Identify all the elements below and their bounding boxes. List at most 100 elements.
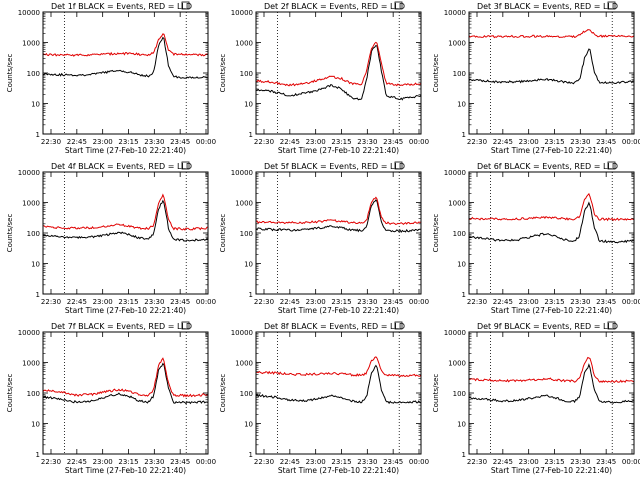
chart-title: Det 6f BLACK = Events, RED = LLD xyxy=(477,162,618,171)
plot-frame xyxy=(255,11,422,135)
y-tick-label: 10000 xyxy=(231,9,253,17)
y-tick-label: 10000 xyxy=(444,329,466,337)
x-tick-label: 22:45 xyxy=(493,298,513,306)
legend-box xyxy=(181,1,190,10)
events-series-line xyxy=(42,199,209,242)
y-tick-label: 100 xyxy=(240,230,253,238)
y-axis-label: Counts/sec xyxy=(219,374,227,413)
x-tick-label: 00:00 xyxy=(409,298,429,306)
x-tick-label: 23:00 xyxy=(93,138,113,146)
chart-title: Det 5f BLACK = Events, RED = LLD xyxy=(264,162,405,171)
x-tick-label: 23:45 xyxy=(596,298,616,306)
lld-series-line xyxy=(468,29,635,39)
x-tick-label: 23:00 xyxy=(519,458,539,466)
x-tick-label: 22:45 xyxy=(280,298,300,306)
x-tick-label: 23:45 xyxy=(596,458,616,466)
x-tick-label: 22:45 xyxy=(493,458,513,466)
events-series-line xyxy=(255,364,422,405)
x-tick-label: 23:30 xyxy=(144,138,164,146)
y-tick-label: 100 xyxy=(27,390,40,398)
x-tick-label: 22:30 xyxy=(41,138,61,146)
y-tick-label: 1000 xyxy=(235,40,253,48)
legend-box xyxy=(607,1,616,10)
x-tick-label: 23:30 xyxy=(357,138,377,146)
x-axis-label: Start Time (27-Feb-10 22:21:40) xyxy=(65,466,186,475)
chart-panel-4: Det 4f BLACK = Events, RED = LLD 1 10 100 10… xyxy=(6,161,216,315)
x-tick-label: 00:00 xyxy=(196,458,216,466)
x-tick-label: 23:30 xyxy=(570,298,590,306)
x-tick-label: 22:45 xyxy=(67,298,87,306)
y-tick-label: 100 xyxy=(240,390,253,398)
x-tick-label: 23:30 xyxy=(357,458,377,466)
x-tick-label: 23:45 xyxy=(383,298,403,306)
x-tick-label: 23:00 xyxy=(93,298,113,306)
y-tick-label: 1 xyxy=(36,451,40,459)
events-series-line xyxy=(468,48,635,85)
y-tick-label: 10000 xyxy=(231,329,253,337)
x-tick-label: 00:00 xyxy=(409,458,429,466)
legend-box xyxy=(181,321,190,330)
y-tick-label: 10000 xyxy=(18,169,40,177)
events-series-line xyxy=(255,199,421,234)
legend-box xyxy=(394,1,403,10)
x-tick-label: 23:45 xyxy=(170,458,190,466)
x-tick-label: 23:15 xyxy=(118,138,138,146)
plot-frame xyxy=(468,11,635,135)
events-series-line xyxy=(468,201,635,244)
legend-box xyxy=(607,321,616,330)
chart-title: Det 1f BLACK = Events, RED = LLD xyxy=(51,2,192,11)
lld-series-line xyxy=(468,356,635,384)
legend-box xyxy=(394,321,403,330)
y-tick-label: 10 xyxy=(244,261,253,269)
x-axis-label: Start Time (27-Feb-10 22:21:40) xyxy=(278,306,399,315)
y-tick-label: 1000 xyxy=(448,40,466,48)
x-tick-label: 23:45 xyxy=(596,138,616,146)
x-axis-label: Start Time (27-Feb-10 22:21:40) xyxy=(491,306,612,315)
x-axis-label: Start Time (27-Feb-10 22:21:40) xyxy=(491,146,612,155)
x-tick-label: 23:00 xyxy=(519,138,539,146)
x-tick-label: 22:30 xyxy=(254,138,274,146)
x-tick-label: 23:30 xyxy=(144,298,164,306)
chart-panel-9: Det 9f BLACK = Events, RED = LLD 1 10 100 10… xyxy=(432,321,640,475)
lld-series-line xyxy=(42,357,209,398)
y-tick-label: 1000 xyxy=(235,360,253,368)
x-tick-label: 22:30 xyxy=(467,458,487,466)
y-tick-label: 1 xyxy=(249,451,253,459)
chart-title: Det 3f BLACK = Events, RED = LLD xyxy=(477,2,618,11)
chart-panel-7: Det 7f BLACK = Events, RED = LLD 1 10 100 10… xyxy=(6,321,216,475)
y-tick-label: 100 xyxy=(27,70,40,78)
y-tick-label: 10 xyxy=(244,101,253,109)
y-tick-label: 10 xyxy=(31,101,40,109)
y-tick-label: 100 xyxy=(27,230,40,238)
y-axis-label: Counts/sec xyxy=(432,54,440,93)
lld-series-line xyxy=(255,356,422,378)
x-tick-label: 22:45 xyxy=(280,458,300,466)
y-axis-label: Counts/sec xyxy=(6,54,14,93)
x-tick-label: 23:15 xyxy=(544,458,564,466)
x-tick-label: 00:00 xyxy=(196,138,216,146)
y-axis-label: Counts/sec xyxy=(6,214,14,253)
chart-panel-5: Det 5f BLACK = Events, RED = LLD 1 10 100 10… xyxy=(219,161,429,315)
x-tick-label: 22:45 xyxy=(67,458,87,466)
x-tick-label: 23:30 xyxy=(144,458,164,466)
y-tick-label: 10000 xyxy=(18,9,40,17)
y-tick-label: 100 xyxy=(453,390,466,398)
x-tick-label: 22:30 xyxy=(467,298,487,306)
x-tick-label: 23:15 xyxy=(118,298,138,306)
x-tick-label: 22:30 xyxy=(254,298,274,306)
chart-title: Det 7f BLACK = Events, RED = LLD xyxy=(51,322,192,331)
x-tick-label: 22:45 xyxy=(280,138,300,146)
legend-box xyxy=(181,161,190,170)
x-axis-label: Start Time (27-Feb-10 22:21:40) xyxy=(65,146,186,155)
y-tick-label: 10 xyxy=(457,421,466,429)
x-axis-label: Start Time (27-Feb-10 22:21:40) xyxy=(278,466,399,475)
events-series-line xyxy=(42,36,209,79)
y-tick-label: 10 xyxy=(457,101,466,109)
y-tick-label: 10 xyxy=(31,421,40,429)
chart-panel-3: Det 3f BLACK = Events, RED = LLD 1 10 100 10… xyxy=(432,1,640,155)
x-tick-label: 23:15 xyxy=(118,458,138,466)
lld-series-line xyxy=(42,193,209,231)
x-tick-label: 00:00 xyxy=(622,138,640,146)
lld-series-line xyxy=(255,41,422,87)
x-tick-label: 23:00 xyxy=(306,138,326,146)
